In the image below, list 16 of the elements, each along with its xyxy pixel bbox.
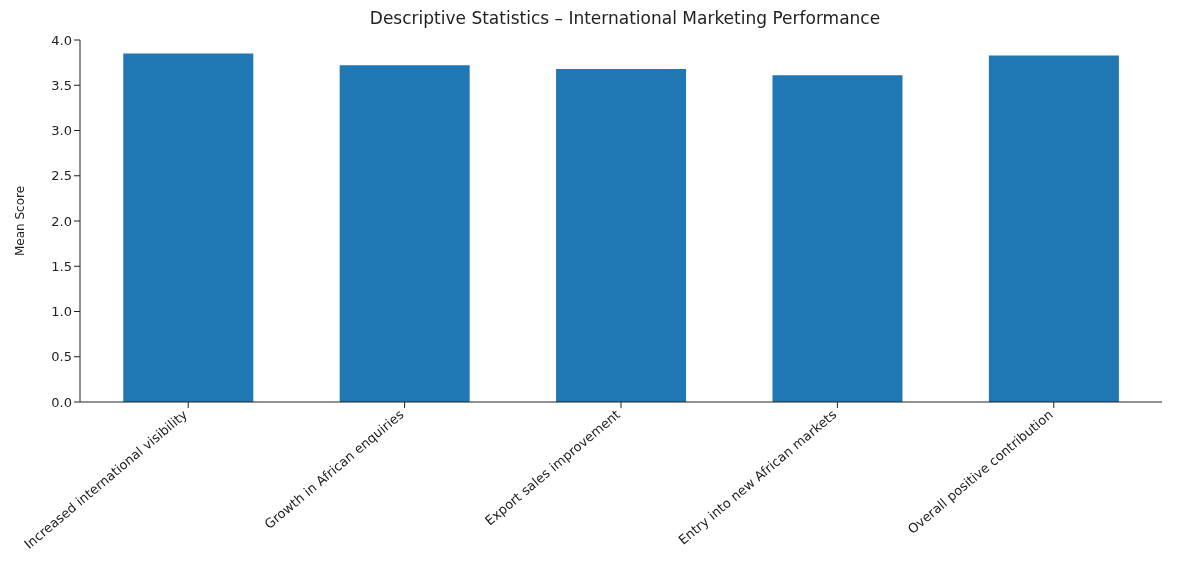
bar: [339, 65, 470, 402]
y-tick-label: 1.5: [51, 258, 72, 274]
y-tick-label: 0.5: [51, 349, 72, 365]
y-tick-label: 3.5: [51, 77, 72, 93]
chart-title: Descriptive Statistics – International Marketing Performance: [368, 8, 882, 30]
y-tick-label: 3.0: [51, 123, 72, 139]
y-tick-label: 4.0: [51, 32, 72, 48]
y-axis-title: Mean Score: [13, 185, 28, 257]
bar: [123, 53, 254, 402]
y-tick-label: 2.5: [51, 168, 72, 184]
y-tick-label: 0.0: [51, 394, 72, 410]
bar: [556, 68, 687, 402]
bar: [772, 75, 903, 402]
y-tick-label: 2.0: [51, 213, 72, 229]
y-tick-label: 1.0: [51, 304, 72, 320]
bar: [988, 55, 1119, 402]
